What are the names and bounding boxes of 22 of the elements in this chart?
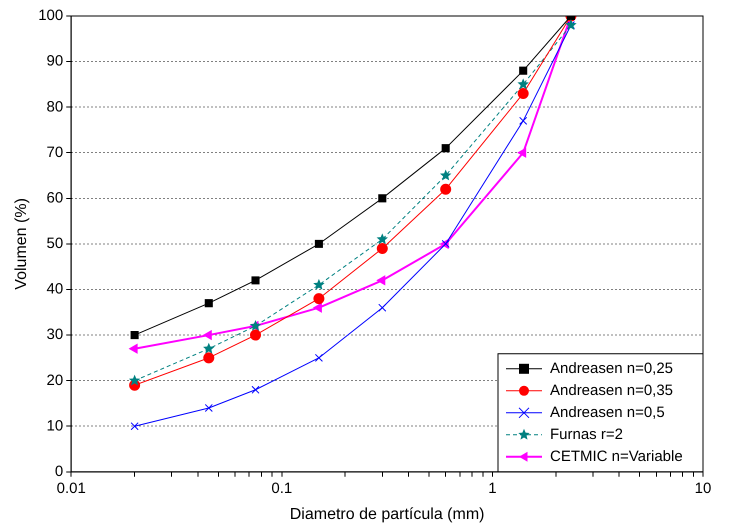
legend-label: Andreasen n=0,35 [550,382,674,399]
y-axis-title: Volumen (%) [13,198,30,290]
y-tick-label: 30 [46,326,64,344]
y-tick-label: 100 [38,7,64,24]
x-tick-label: 1 [488,480,497,497]
legend-label: Furnas r=2 [550,426,623,443]
x-tick-label: 10 [694,480,712,497]
legend-label: CETMIC n=Variable [550,448,683,465]
y-tick-label: 50 [46,235,64,252]
legend-label: Andreasen n=0,5 [550,404,665,421]
y-tick-label: 10 [46,417,64,434]
x-tick-label: 0.1 [271,480,292,497]
legend-label: Andreasen n=0,25 [550,360,674,377]
y-tick-label: 70 [46,144,64,161]
x-tick-label: 0.01 [56,480,86,497]
y-tick-label: 40 [46,280,64,298]
y-tick-label: 90 [46,52,64,70]
x-axis-title: Diametro de partícula (mm) [290,506,484,523]
y-tick-label: 60 [46,189,64,206]
y-tick-label: 0 [54,462,64,480]
y-tick-label: 80 [46,98,64,116]
y-tick-label: 20 [46,372,64,389]
